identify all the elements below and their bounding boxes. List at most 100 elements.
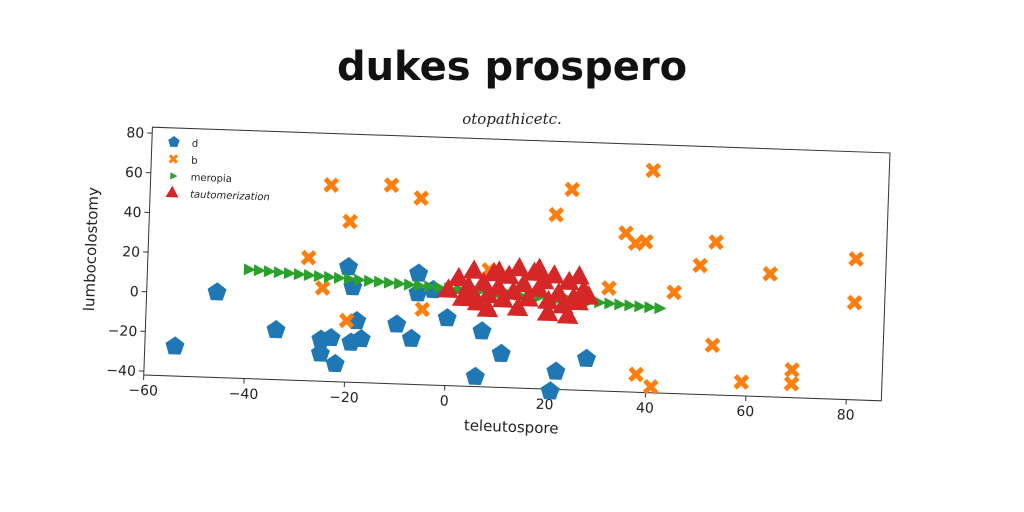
point-tautomerization xyxy=(506,296,529,317)
point-meropia xyxy=(403,278,417,291)
legend: db meropia tautomerization xyxy=(165,135,270,204)
point-tautomerization xyxy=(437,278,459,298)
point-tautomerization xyxy=(537,289,559,310)
point-meropia xyxy=(594,296,607,309)
point-meropia xyxy=(393,277,407,290)
point-meropia xyxy=(453,283,467,296)
point-meropia xyxy=(243,263,256,276)
point-tautomerization xyxy=(567,290,589,311)
point-b xyxy=(383,177,400,194)
x-axis-label: teleutospore xyxy=(464,416,559,437)
point-d xyxy=(165,336,185,355)
x-tick-label: 20 xyxy=(535,397,553,414)
point-tautomerization xyxy=(528,257,550,278)
point-b xyxy=(708,234,724,251)
point-b xyxy=(338,312,355,329)
point-meropia xyxy=(433,281,447,294)
point-d xyxy=(339,257,359,276)
chart-subtitle: otopathicetc. xyxy=(462,110,562,128)
point-tautomerization xyxy=(462,259,485,280)
legend-label-tautomerization: tautomerization xyxy=(190,190,270,204)
data-marks xyxy=(165,162,865,400)
point-b xyxy=(637,233,654,250)
point-b xyxy=(733,374,750,390)
point-d xyxy=(321,327,341,347)
point-tautomerization xyxy=(476,297,499,318)
point-b xyxy=(627,235,644,252)
point-tautomerization xyxy=(502,280,524,301)
point-tautomerization xyxy=(517,287,539,307)
x-tick-label: 80 xyxy=(836,407,854,424)
point-b xyxy=(413,190,430,207)
point-meropia xyxy=(604,297,617,310)
point-b xyxy=(784,361,800,378)
legend-marker-meropia xyxy=(170,172,178,180)
point-tautomerization xyxy=(491,288,514,308)
point-meropia xyxy=(614,298,627,311)
legend-marker-b xyxy=(168,154,179,164)
point-d xyxy=(351,329,371,348)
point-d xyxy=(465,366,485,386)
point-meropia xyxy=(303,269,316,282)
point-b xyxy=(564,181,581,198)
legend-label-b: b xyxy=(191,156,198,167)
point-b xyxy=(846,294,863,311)
point-d xyxy=(540,381,560,400)
point-d xyxy=(409,263,429,282)
point-tautomerization xyxy=(508,257,530,277)
y-tick-label: 80 xyxy=(126,125,144,142)
y-tick-label: 60 xyxy=(125,165,143,182)
point-meropia xyxy=(263,265,276,278)
point-b xyxy=(314,280,331,296)
point-tautomerization xyxy=(457,283,479,303)
point-meropia xyxy=(283,267,296,280)
point-b xyxy=(642,378,659,395)
point-tautomerization xyxy=(477,283,499,304)
x-tick-label: −60 xyxy=(128,383,158,400)
point-meropia xyxy=(313,269,327,282)
point-d xyxy=(472,321,492,340)
point-b xyxy=(548,206,565,223)
y-tick-label: 40 xyxy=(123,205,141,222)
point-b xyxy=(645,162,662,179)
point-d xyxy=(207,282,227,301)
point-b xyxy=(692,257,709,274)
point-meropia xyxy=(343,272,357,285)
point-meropia xyxy=(423,280,437,293)
point-meropia xyxy=(634,300,647,313)
point-d xyxy=(325,353,345,373)
point-d xyxy=(546,361,566,380)
point-meropia xyxy=(323,270,337,283)
point-meropia xyxy=(333,271,347,284)
point-meropia xyxy=(253,264,266,277)
point-d xyxy=(387,314,407,333)
point-b xyxy=(762,265,779,282)
point-meropia xyxy=(353,273,367,286)
point-meropia xyxy=(273,266,286,279)
point-tautomerization xyxy=(532,269,555,290)
point-b xyxy=(783,375,800,392)
point-b xyxy=(848,251,865,267)
point-meropia xyxy=(293,268,306,281)
point-meropia xyxy=(644,301,657,314)
point-b xyxy=(300,249,317,266)
point-tautomerization xyxy=(536,301,559,322)
point-b xyxy=(323,177,340,193)
y-tick-label: −20 xyxy=(107,323,137,340)
y-tick-label: −40 xyxy=(106,363,136,380)
point-meropia xyxy=(413,279,427,292)
x-tick-label: −20 xyxy=(329,390,359,407)
plot-area: −60 −40 −20 0 20 40 60 80 −40 −20 0 20 40 60 80 db mero… xyxy=(80,125,891,438)
x-tick-label: 40 xyxy=(636,400,654,417)
point-meropia xyxy=(363,274,377,287)
point-meropia xyxy=(654,302,667,315)
x-tick-label: −40 xyxy=(229,386,259,403)
point-b xyxy=(704,337,721,354)
legend-label-meropia: meropia xyxy=(190,173,232,185)
point-tautomerization xyxy=(556,304,579,324)
point-d xyxy=(437,308,457,327)
point-meropia xyxy=(373,275,387,288)
series-d xyxy=(165,257,596,400)
point-meropia xyxy=(624,299,637,312)
